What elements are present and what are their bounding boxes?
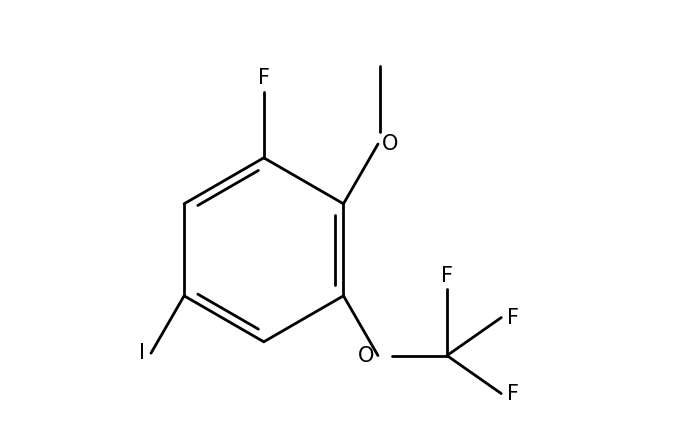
Text: O: O (358, 345, 374, 366)
Text: F: F (258, 68, 269, 88)
Text: F: F (507, 383, 518, 403)
Text: F: F (507, 308, 518, 328)
Text: I: I (140, 343, 146, 363)
Text: F: F (441, 266, 453, 286)
Text: O: O (382, 134, 398, 154)
